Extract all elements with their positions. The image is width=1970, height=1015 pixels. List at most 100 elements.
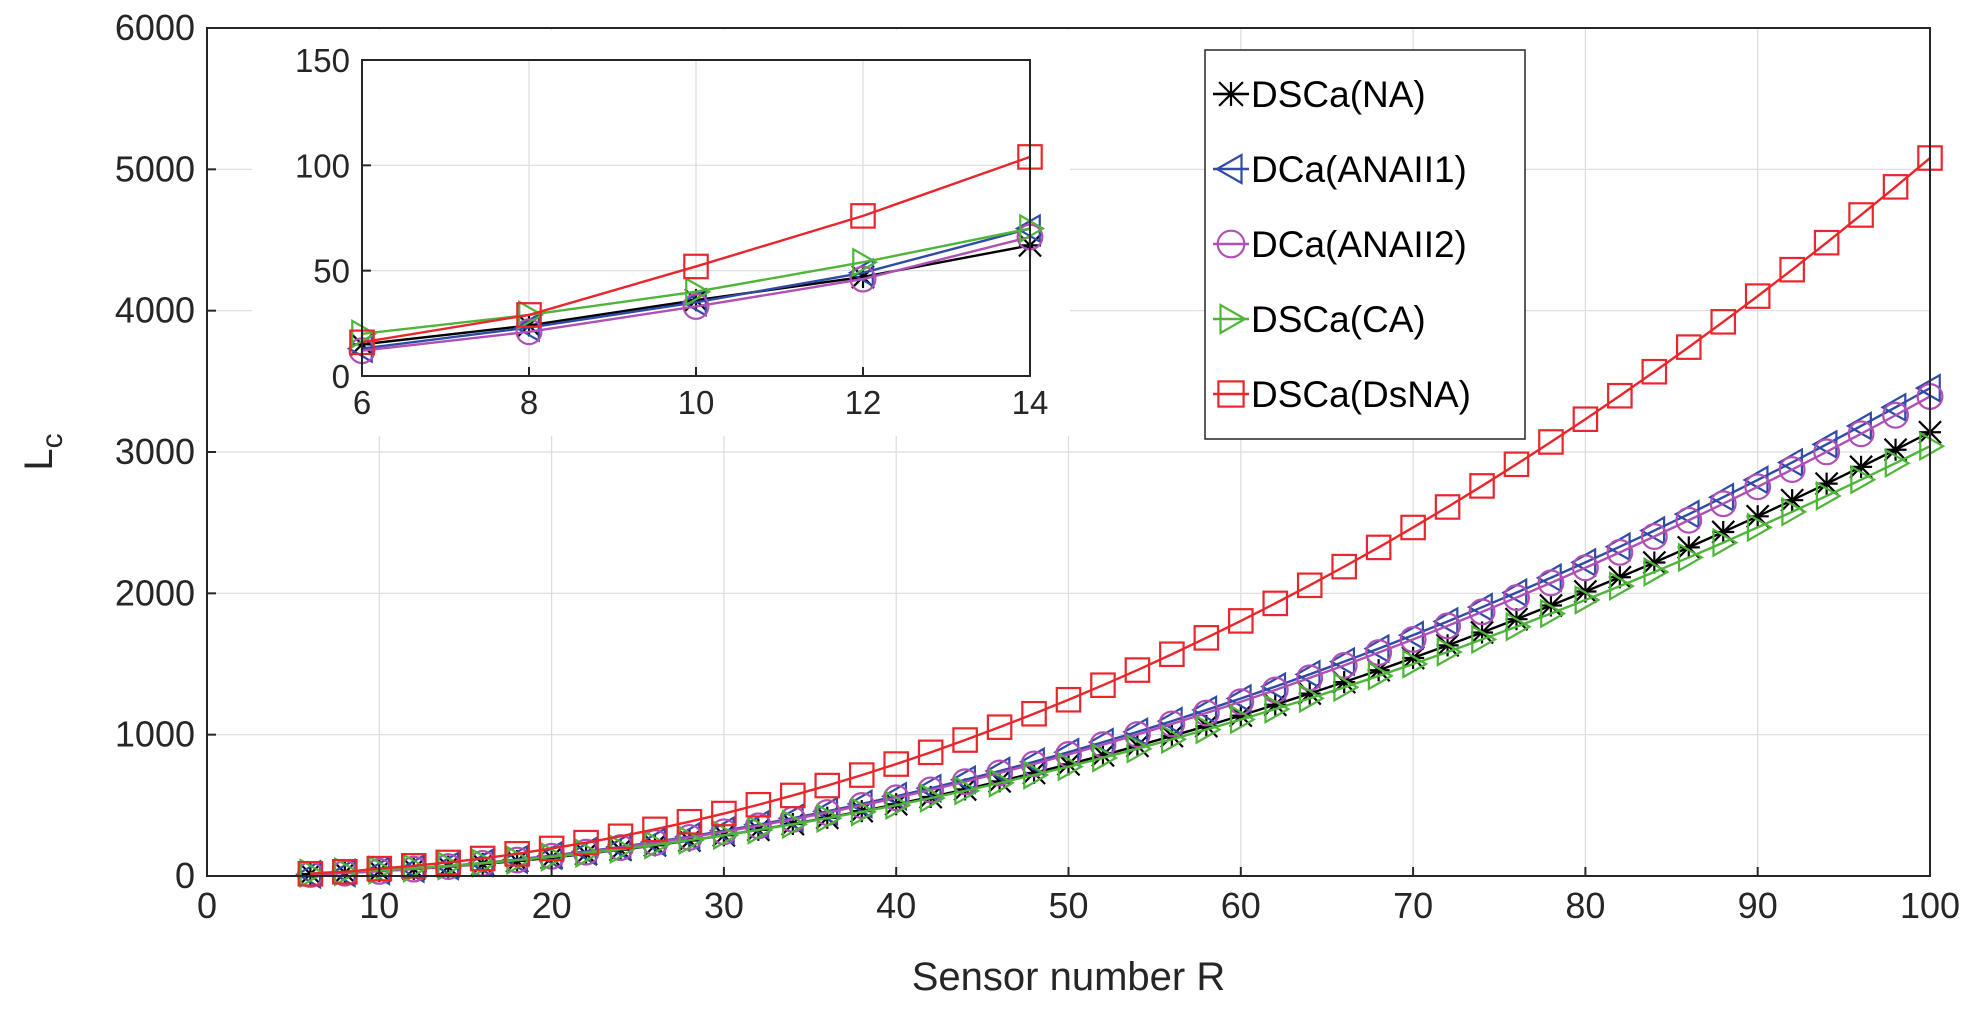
main-data-point	[1815, 481, 1842, 511]
main-data-point	[1675, 506, 1703, 534]
legend-marker	[1214, 153, 1243, 185]
main-data-point	[1606, 538, 1634, 566]
main-data-point	[1193, 625, 1220, 651]
main-data-point	[1779, 256, 1805, 283]
main-y-tick-label: 1000	[115, 714, 195, 755]
main-data-point	[299, 858, 326, 889]
main-data-point	[986, 714, 1013, 740]
main-data-point	[883, 751, 909, 777]
main-data-point	[1813, 438, 1841, 466]
main-data-point	[1469, 473, 1495, 499]
main-data-point	[1057, 751, 1084, 782]
main-data-point	[1090, 672, 1116, 698]
main-series-line	[310, 431, 1931, 876]
main-data-point	[1471, 624, 1498, 655]
main-data-point	[1365, 534, 1392, 561]
main-data-point	[1505, 611, 1532, 642]
main-data-point	[573, 829, 599, 856]
main-data-point	[1540, 598, 1567, 629]
main-data-point	[1883, 437, 1908, 462]
legend-marker	[1218, 81, 1244, 107]
main-x-tick-label: 0	[197, 885, 217, 926]
main-data-point	[1813, 229, 1840, 256]
main-data-point	[1434, 494, 1461, 520]
main-data-point	[917, 776, 945, 804]
main-data-point	[1227, 608, 1254, 634]
inset-tick-labels: 6 8 10 12 14 0 50 100 150	[295, 42, 1048, 421]
main-data-point	[1021, 700, 1047, 727]
legend-marker	[1217, 380, 1245, 408]
main-data-point	[1744, 283, 1771, 309]
main-data-point	[781, 809, 809, 840]
main-data-point	[1195, 714, 1222, 745]
legend-items: DSCa(NA) DCa(ANAII1) DCa(ANAII2) DSCa(CA) DS…	[1213, 74, 1471, 415]
main-data-point	[816, 803, 843, 834]
inset-chart: 6 8 10 12 14 0 50 100 150	[252, 30, 1070, 436]
main-y-tick-label: 3000	[115, 431, 195, 472]
main-data-point	[1882, 174, 1909, 200]
inset-data-point	[683, 253, 709, 280]
main-data-point	[780, 782, 806, 809]
main-x-tick-label: 90	[1738, 885, 1778, 926]
inset-data-point	[1019, 213, 1046, 244]
main-x-tick-label: 50	[1048, 885, 1088, 926]
main-data-point	[607, 823, 634, 850]
main-data-point	[1571, 554, 1599, 582]
main-x-tick-label: 60	[1221, 885, 1261, 926]
inset-data-point	[852, 247, 879, 278]
main-data-point	[1609, 571, 1636, 602]
main-data-point	[676, 808, 703, 835]
main-data-point	[1124, 657, 1151, 683]
inset-data-point	[351, 318, 378, 349]
legend-item: DCa(ANAII1)	[1213, 149, 1467, 190]
inset-x-tick-label: 8	[520, 384, 538, 421]
inset-x-tick-label: 10	[678, 384, 715, 421]
main-data-point	[1744, 473, 1772, 501]
main-data-point	[1262, 590, 1289, 617]
legend-label: DSCa(DsNA)	[1251, 374, 1471, 415]
legend-item: DSCa(NA)	[1213, 74, 1426, 115]
main-data-point	[1402, 649, 1429, 679]
main-data-point	[1675, 334, 1702, 360]
inset-background	[252, 30, 1070, 436]
main-data-point	[297, 860, 324, 887]
main-data-point	[1608, 565, 1632, 590]
main-data-point	[1055, 686, 1082, 713]
inset-series-line	[361, 155, 1031, 344]
y-axis-label: Lc	[17, 433, 69, 470]
inset-y-tick-label: 150	[295, 42, 350, 79]
main-data-point	[1023, 760, 1050, 790]
main-data-point	[538, 835, 565, 862]
main-x-tick-label: 20	[532, 885, 572, 926]
main-y-tick-label: 4000	[115, 290, 195, 331]
inset-y-tick-label: 50	[313, 253, 350, 290]
main-data-point	[1849, 455, 1873, 479]
main-data-point	[1709, 490, 1737, 518]
main-data-point	[745, 791, 772, 818]
main-data-point	[1158, 710, 1186, 738]
legend-label: DCa(ANAII2)	[1251, 224, 1467, 265]
inset-series-line	[361, 227, 1031, 350]
main-data-point	[1778, 456, 1806, 483]
legend-label: DSCa(NA)	[1251, 74, 1426, 115]
main-x-tick-label: 80	[1565, 885, 1605, 926]
inset-series-layer	[346, 144, 1046, 365]
inset-series-line	[361, 235, 1031, 352]
main-data-point	[885, 790, 912, 821]
main-series-5	[297, 145, 1943, 887]
main-data-point	[332, 858, 358, 885]
main-data-point	[1710, 309, 1737, 335]
main-data-point	[1367, 660, 1394, 691]
main-data-point	[1919, 431, 1946, 462]
inset-series-line	[361, 227, 1031, 336]
inset-data-point	[850, 203, 876, 229]
main-data-point	[609, 834, 636, 865]
main-data-point	[1436, 637, 1463, 667]
main-x-tick-label: 40	[876, 885, 916, 926]
main-data-point	[1123, 721, 1151, 748]
main-data-point	[882, 784, 910, 812]
main-y-tick-label: 2000	[115, 572, 195, 613]
legend-label: DSCa(CA)	[1251, 299, 1426, 340]
main-data-point	[1746, 512, 1773, 543]
main-data-point	[1848, 202, 1874, 228]
